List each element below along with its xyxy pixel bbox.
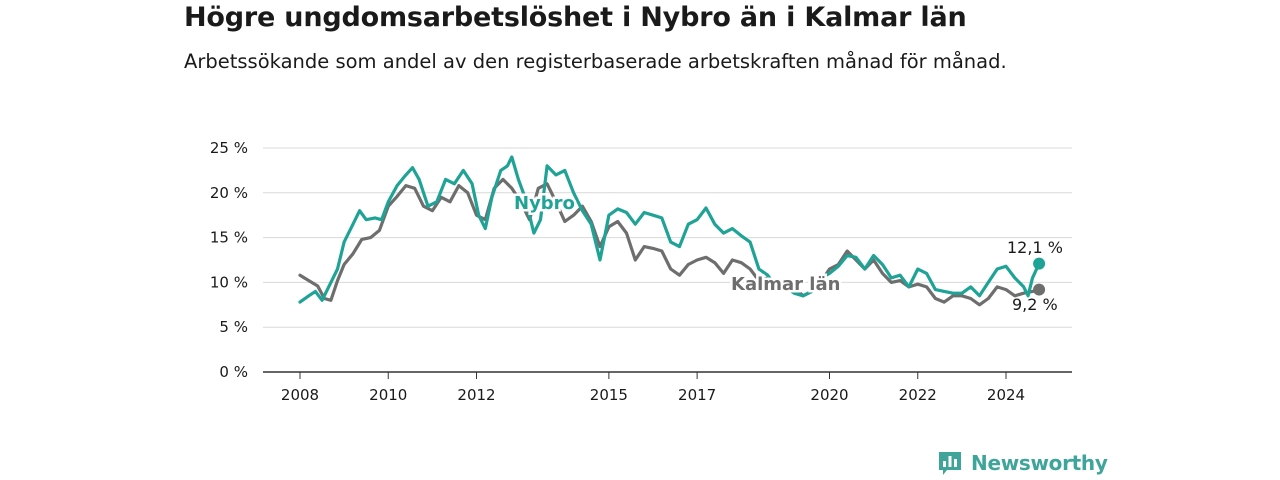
y-tick-label: 15 % bbox=[210, 229, 248, 247]
x-tick-label: 2008 bbox=[281, 386, 319, 404]
series-labels: Nybro Kalmar län 12,1 % 9,2 % bbox=[512, 191, 1063, 315]
y-tick-label: 0 % bbox=[219, 363, 248, 381]
bar-chart-icon bbox=[939, 452, 961, 475]
series-end-point-nybro bbox=[1033, 257, 1046, 270]
x-tick-label: 2010 bbox=[369, 386, 407, 404]
y-tick-label: 10 % bbox=[210, 273, 248, 291]
chart-subtitle: Arbetssökande som andel av den registerb… bbox=[184, 50, 1007, 73]
grid-lines bbox=[263, 147, 1072, 373]
x-tick-label: 2015 bbox=[590, 386, 628, 404]
end-label-nybro: 12,1 % bbox=[1007, 238, 1063, 257]
y-axis: 0 % 5 % 10 % 15 % 20 % 25 % bbox=[210, 139, 248, 381]
series-label-nybro: Nybro bbox=[514, 193, 575, 214]
chart-title: Högre ungdomsarbetslöshet i Nybro än i K… bbox=[184, 2, 967, 33]
series-end-point-kalmar-l-n bbox=[1033, 283, 1046, 296]
y-tick-label: 20 % bbox=[210, 184, 248, 202]
brand-logo: Newsworthy bbox=[937, 450, 1108, 476]
end-label-kalmar: 9,2 % bbox=[1012, 295, 1058, 314]
x-tick-label: 2024 bbox=[987, 386, 1025, 404]
x-axis: 2008 2010 2012 2015 2017 2020 2022 2024 bbox=[281, 372, 1025, 404]
x-tick-label: 2017 bbox=[678, 386, 716, 404]
y-tick-label: 5 % bbox=[219, 318, 248, 336]
series-label-kalmar: Kalmar län bbox=[731, 274, 840, 295]
y-tick-label: 25 % bbox=[210, 139, 248, 157]
series-lines bbox=[298, 155, 1046, 307]
series-line-nybro bbox=[298, 155, 1041, 304]
brand-name: Newsworthy bbox=[971, 451, 1108, 475]
x-tick-label: 2012 bbox=[457, 386, 495, 404]
x-tick-label: 2020 bbox=[810, 386, 848, 404]
series-line-kalmar-l-n bbox=[298, 177, 1041, 307]
x-tick-label: 2022 bbox=[899, 386, 937, 404]
